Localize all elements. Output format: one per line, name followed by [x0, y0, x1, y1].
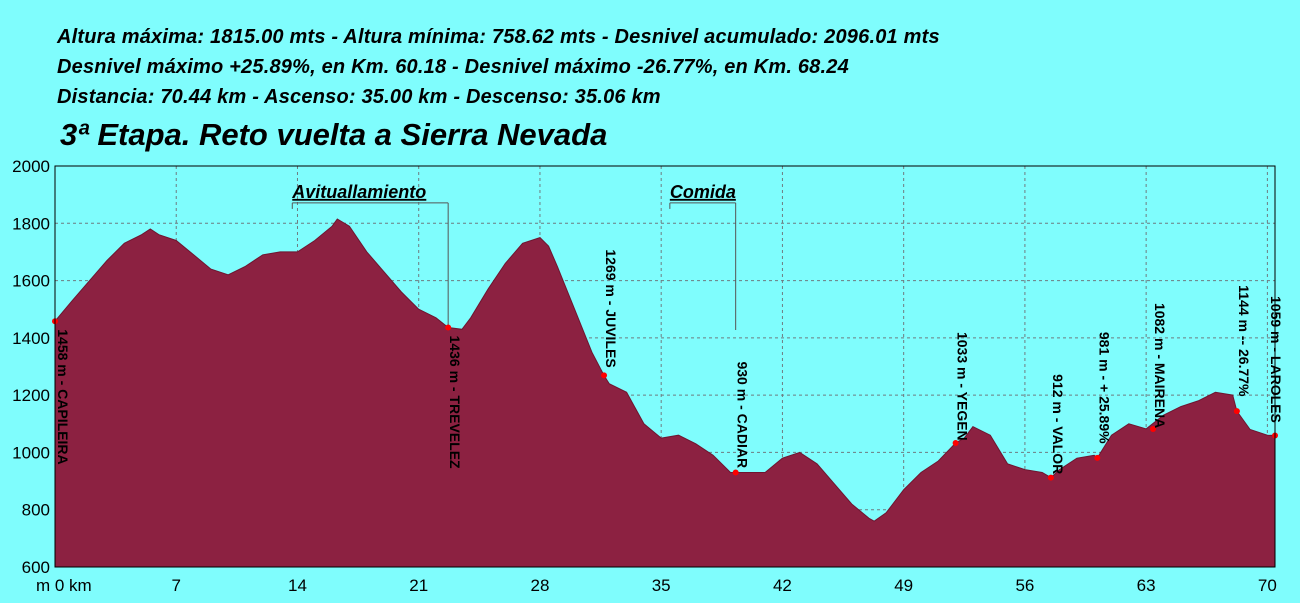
elevation-area: [54, 218, 1276, 568]
waypoint-label: 981 m - + 25.89%: [1096, 332, 1112, 444]
waypoint-label: 1144 m -- 26.77%: [1236, 285, 1252, 397]
waypoint-label: 1033 m - YEGEN: [955, 332, 971, 441]
y-tick-label: 1600: [12, 272, 50, 291]
waypoint-marker: [1047, 474, 1054, 481]
x-tick-label: 63: [1137, 576, 1156, 595]
stats-line-distance: Distancia: 70.44 km - Ascenso: 35.00 km …: [57, 86, 661, 108]
waypoint-marker: [445, 324, 452, 331]
y-tick-label: 800: [22, 501, 50, 520]
waypoint-label: 1436 m - TREVELEZ: [447, 336, 463, 469]
y-tick-label: 1800: [12, 214, 50, 233]
waypoint-marker: [732, 469, 739, 476]
y-tick-label: 1400: [12, 329, 50, 348]
x-tick-label: 14: [288, 576, 307, 595]
y-tick-label: 1000: [12, 443, 50, 462]
x-tick-label: 56: [1015, 576, 1034, 595]
waypoint-label: 1059 m - LAROLES: [1268, 296, 1284, 423]
waypoint-marker: [601, 372, 608, 379]
x-tick-label: 70: [1258, 576, 1277, 595]
waypoint-label: 1082 m - MAIRENA: [1152, 303, 1168, 428]
waypoint-marker: [1233, 408, 1240, 415]
stats-line-altitude: Altura máxima: 1815.00 mts - Altura míni…: [57, 26, 940, 48]
waypoint-marker: [1094, 454, 1101, 461]
y-tick-label: 2000: [12, 157, 50, 176]
stats-summary: Altura máxima: 1815.00 mts - Altura míni…: [57, 22, 940, 112]
waypoint-label: 1458 m - CAPILEIRA: [55, 329, 71, 464]
waypoint-label: 1269 m - JUVILES: [603, 249, 619, 367]
flag-annotation: Comida: [669, 182, 737, 330]
plot-frame: [54, 165, 1276, 568]
chart-title: 3ª Etapa. Reto vuelta a Sierra Nevada: [60, 117, 608, 152]
x-tick-label: m 0 km: [36, 576, 92, 595]
flag-annotation: Avituallamiento: [291, 182, 449, 330]
x-tick-label: 49: [894, 576, 913, 595]
x-tick-label: 42: [773, 576, 792, 595]
x-tick-label: 21: [409, 576, 428, 595]
x-tick-label: 7: [172, 576, 181, 595]
waypoint-marker: [952, 439, 959, 446]
x-tick-label: 35: [652, 576, 671, 595]
flag-label: Comida: [670, 182, 736, 202]
waypoint-marker: [1150, 425, 1157, 432]
flag-label: Avituallamiento: [291, 182, 426, 202]
y-tick-label: 600: [22, 558, 50, 577]
waypoint-label: 912 m - VALOR: [1050, 374, 1066, 474]
waypoint-label: 930 m - CADIAR: [735, 361, 751, 468]
stats-line-gradient: Desnivel máximo +25.89%, en Km. 60.18 - …: [57, 56, 849, 78]
x-tick-label: 28: [530, 576, 549, 595]
y-tick-label: 1200: [12, 386, 50, 405]
